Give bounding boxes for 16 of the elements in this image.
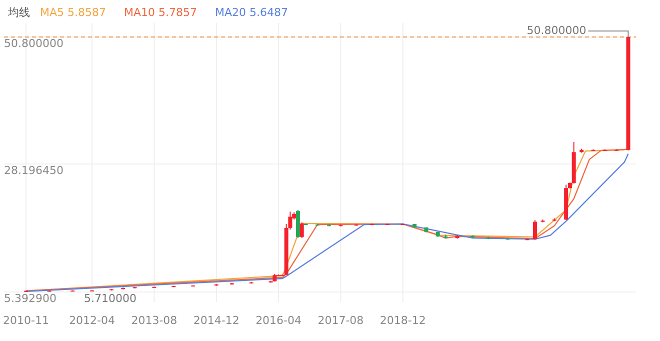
x-tick-label: 2017-08 (318, 314, 364, 327)
annotation: 50.800000 (526, 24, 586, 38)
x-tick-label: 2016-04 (256, 314, 302, 327)
text: MA10 5.7857 (124, 6, 197, 20)
legend-title: 均线 (7, 6, 30, 20)
y-tick-label: 5.392900 (4, 292, 56, 305)
text: MA5 5.8587 (40, 6, 106, 20)
x-tick-label: 2012-04 (69, 314, 116, 327)
x-tick-label: 2014-12 (193, 314, 240, 327)
y-tick-label: 28.196450 (4, 164, 64, 177)
x-tick-label: 2013-08 (131, 314, 178, 327)
x-tick-label: 2010-11 (3, 314, 49, 327)
y-tick-label: 50.800000 (4, 37, 64, 50)
annotation: 5.710000 (84, 292, 137, 306)
text: MA20 5.6487 (215, 6, 288, 20)
x-tick-label: 2018-12 (380, 314, 426, 327)
